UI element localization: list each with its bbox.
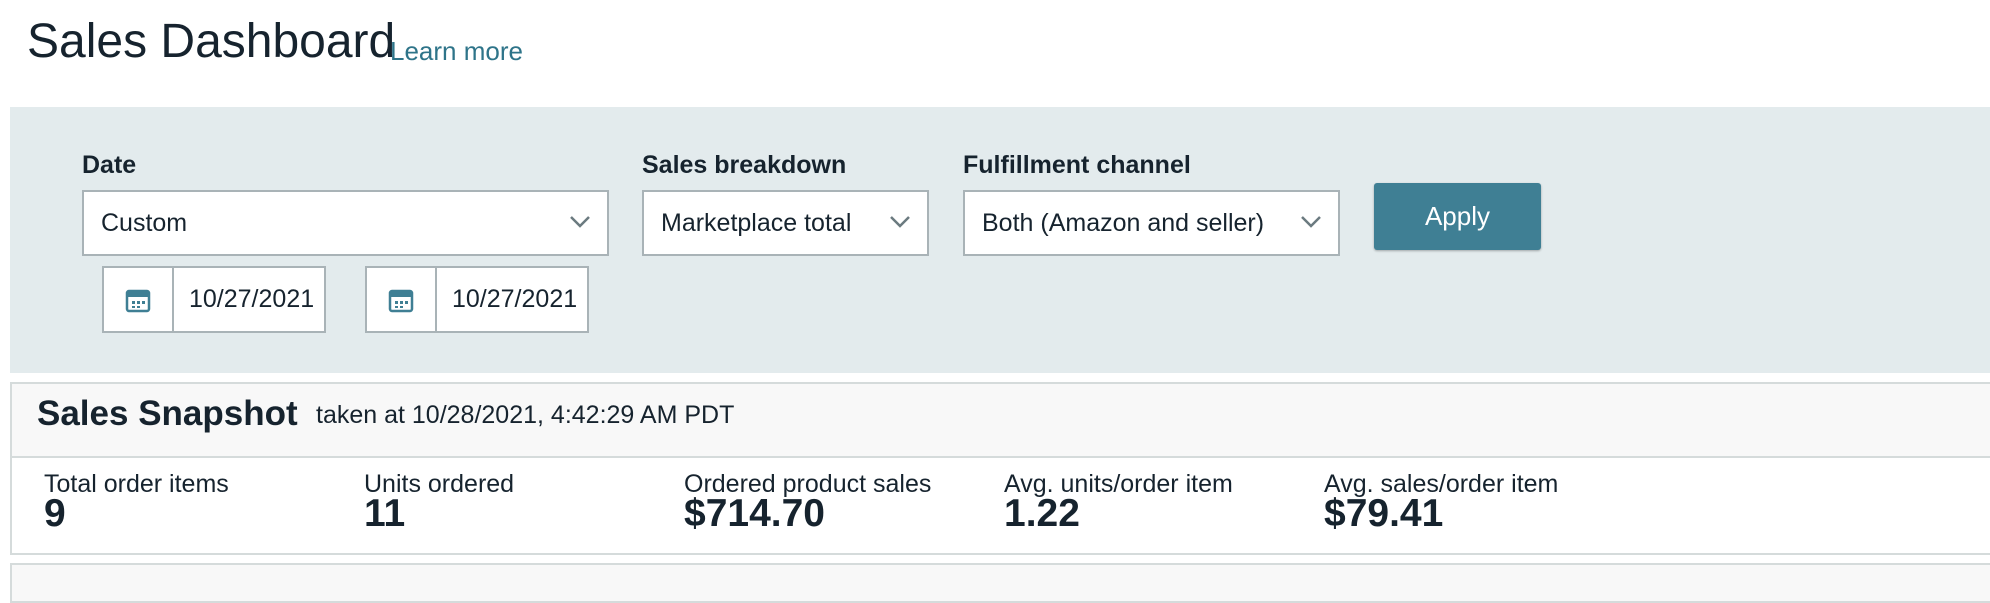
date-text: 10/27/2021 bbox=[189, 285, 315, 313]
chevron bbox=[1301, 216, 1321, 228]
apply-button[interactable]: Apply bbox=[1374, 183, 1541, 250]
select-value: Marketplace total bbox=[661, 208, 852, 237]
metric-value: $714.70 bbox=[684, 492, 825, 535]
metric-label: Units ordered bbox=[364, 470, 515, 498]
metric-value: 11 bbox=[364, 492, 406, 535]
metric-label: Avg. sales/order item bbox=[1324, 470, 1559, 498]
snapshot-header bbox=[10, 382, 1990, 458]
calendar bbox=[125, 289, 151, 312]
metric-value: $79.41 bbox=[1324, 492, 1444, 535]
metric-value: 9 bbox=[44, 492, 66, 535]
next-panel bbox=[10, 563, 1990, 603]
fulfillment-select[interactable]: Both (Amazon and seller) bbox=[963, 190, 1340, 256]
page-title: Sales Dashboard bbox=[27, 15, 396, 68]
select-value: Both (Amazon and seller) bbox=[982, 208, 1265, 237]
breakdown-select[interactable]: Marketplace total bbox=[642, 190, 929, 256]
filter-label: Date bbox=[82, 151, 137, 179]
metric-label: Total order items bbox=[44, 470, 229, 498]
metric-value: 1.22 bbox=[1004, 492, 1080, 535]
chevron bbox=[570, 216, 590, 228]
calendar-icon[interactable] bbox=[104, 268, 174, 331]
filter-label: Fulfillment channel bbox=[963, 151, 1191, 179]
filter-label: Sales breakdown bbox=[642, 151, 847, 179]
date-select[interactable]: Custom bbox=[82, 190, 609, 256]
chevron bbox=[890, 216, 910, 228]
snapshot-title: Sales Snapshot bbox=[37, 394, 298, 433]
learn-more-link[interactable]: Learn more bbox=[390, 36, 523, 66]
select-value: Custom bbox=[101, 208, 188, 237]
start-date-input[interactable]: 10/27/2021 bbox=[102, 266, 326, 333]
snapshot-time: taken at 10/28/2021, 4:42:29 AM PDT bbox=[316, 401, 735, 429]
end-date-input[interactable]: 10/27/2021 bbox=[365, 266, 589, 333]
metric-label: Ordered product sales bbox=[684, 470, 932, 498]
metric-label: Avg. units/order item bbox=[1004, 470, 1233, 498]
date-text: 10/27/2021 bbox=[452, 285, 578, 313]
calendar-icon[interactable] bbox=[367, 268, 437, 331]
calendar bbox=[388, 289, 414, 312]
